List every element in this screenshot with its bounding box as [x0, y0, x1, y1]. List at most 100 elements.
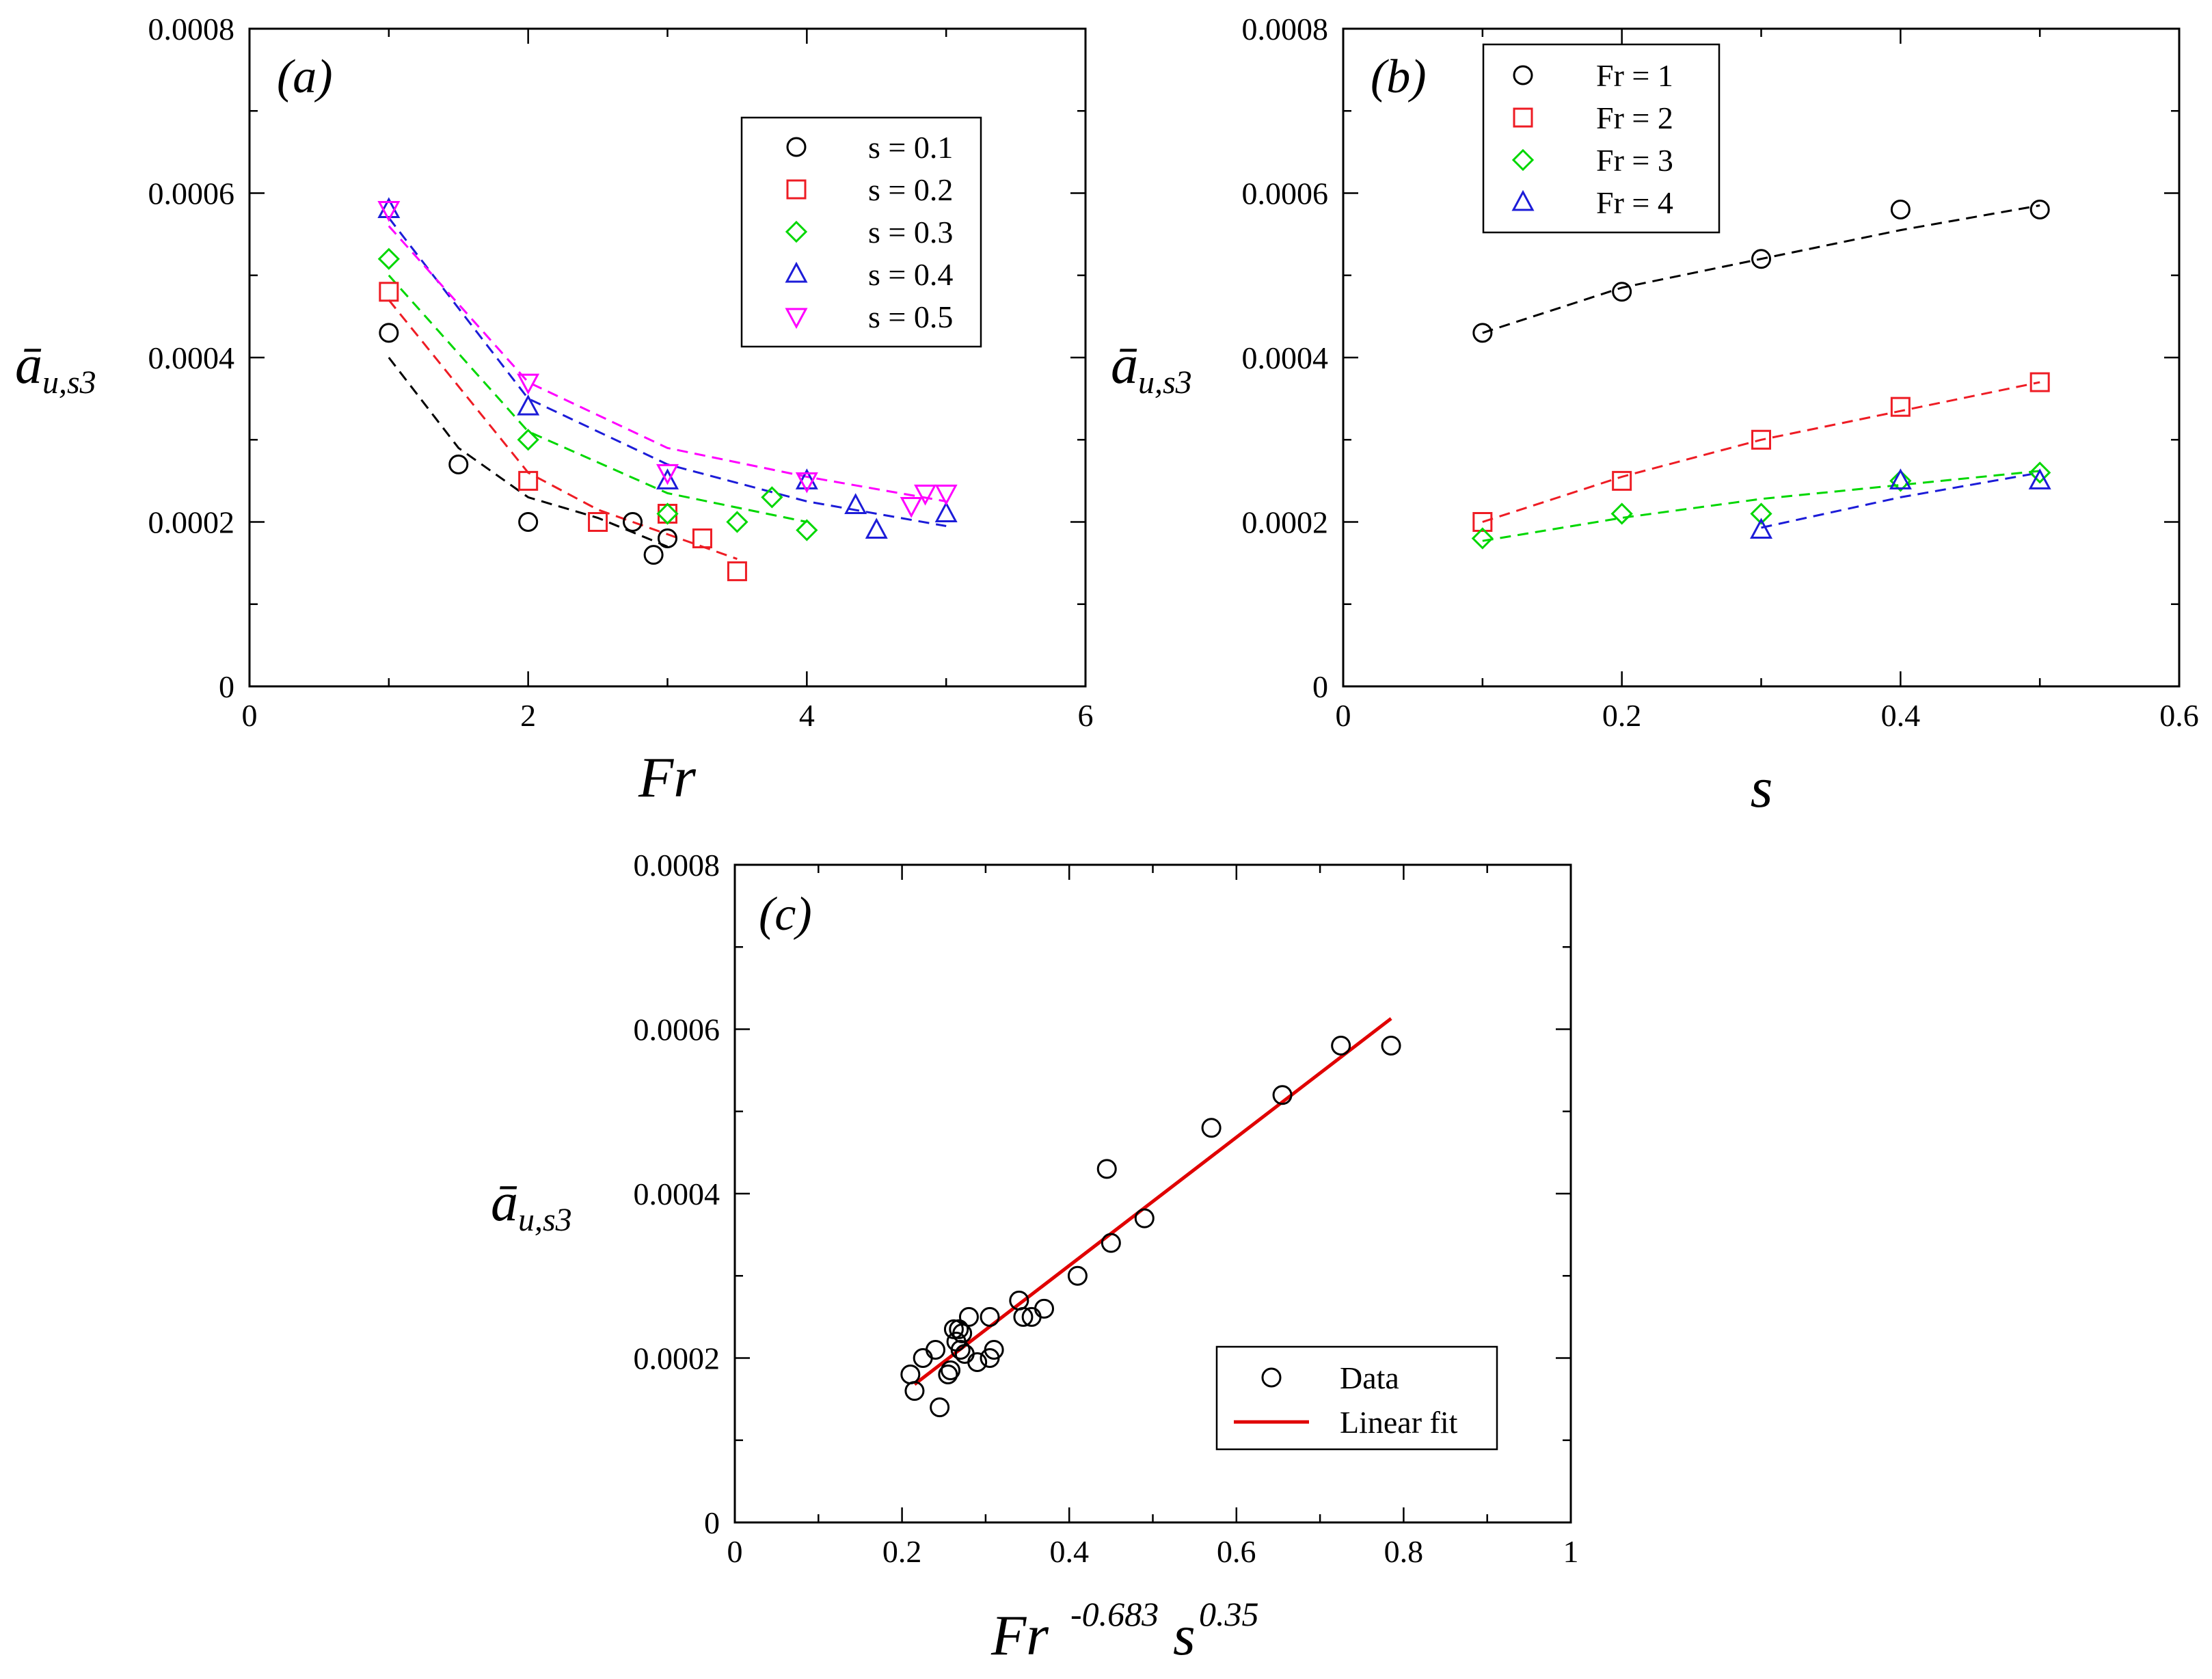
legend-b: Fr = 1 Fr = 2 Fr = 3 Fr = 4	[1482, 43, 1721, 234]
ticks-a: 0 2 4 6 0 0.0002 0.0004 0.0006 0.0008	[148, 12, 1094, 733]
data-point-s-0-5	[656, 464, 679, 485]
data-point-s-0-4	[795, 468, 818, 489]
fit-line-s-0-1	[388, 357, 669, 548]
data-point-fr-1	[1472, 323, 1493, 343]
data-point-fr-2	[1890, 397, 1911, 417]
y-axis-label-sub-b: u,s3	[1138, 364, 1192, 401]
y-axis-label-sub-c: u,s3	[518, 1202, 572, 1238]
data-point-data	[958, 1306, 979, 1327]
legend-marker	[786, 179, 807, 200]
data-point-data	[949, 1319, 969, 1339]
legend-marker	[1511, 148, 1535, 172]
y-axis-label-a: ā u,s3	[15, 335, 96, 401]
legend-box-a	[740, 116, 982, 348]
data-point-s-0-1	[623, 512, 643, 532]
data-point-s-0-4	[844, 493, 867, 514]
y-tick-label: 0.0004	[148, 340, 235, 375]
legend-c: Data Linear fit	[1215, 1345, 1498, 1451]
panel-label-a: (a)	[277, 51, 333, 103]
legend-label: s = 0.2	[868, 172, 953, 207]
data-point-s-0-5	[914, 484, 937, 506]
ticks-c: 0 0.2 0.4 0.6 0.8 1 0 0.0002 0.0004 0.0006 0.0008	[634, 848, 1579, 1569]
fit-lines-c	[913, 1017, 1392, 1386]
data-point-s-0-4	[517, 394, 540, 416]
x-tick-label: 0.8	[1384, 1534, 1424, 1569]
data-point-data	[1272, 1085, 1293, 1105]
data-point-s-0-1	[448, 454, 469, 474]
data-markers-a	[377, 197, 958, 582]
data-point-fr-1	[2029, 200, 2050, 220]
fit-line-fr-4	[1761, 471, 2040, 529]
y-tick-label: 0	[704, 1505, 720, 1540]
data-point-s-0-4	[377, 197, 401, 219]
data-point-data	[1201, 1118, 1222, 1138]
x-axis-label-c-s: s	[1173, 1604, 1196, 1667]
data-markers-b	[1471, 200, 2051, 550]
y-tick-label: 0.0006	[148, 176, 235, 211]
data-point-s-0-4	[934, 501, 958, 522]
legend-entries-b: Fr = 1 Fr = 2 Fr = 3 Fr = 4	[1511, 58, 1673, 220]
data-point-fr-3	[1471, 527, 1494, 550]
ticks-b: 0 0.2 0.4 0.6 0 0.0002 0.0004 0.0006 0.0008	[1242, 12, 2199, 733]
legend-label: Data	[1340, 1360, 1399, 1395]
data-point-fr-4	[1749, 518, 1773, 539]
legend-label: s = 0.4	[868, 257, 953, 292]
y-tick-label: 0.0002	[634, 1341, 720, 1376]
x-tick-label: 0	[1336, 698, 1351, 733]
data-point-data	[967, 1352, 988, 1373]
y-tick-label: 0.0002	[1242, 505, 1329, 540]
fit-line-fr-1	[1482, 204, 2040, 334]
x-tick-label: 0.6	[1217, 1534, 1256, 1569]
legend-label: Fr = 1	[1596, 58, 1673, 93]
data-point-s-0-1	[379, 323, 399, 343]
data-point-data	[1034, 1298, 1055, 1319]
x-tick-label: 6	[1078, 698, 1094, 733]
y-axis-label-b: ā u,s3	[1111, 335, 1192, 401]
data-point-s-0-5	[377, 201, 401, 222]
y-tick-label: 0	[219, 669, 234, 704]
legend-label: Fr = 4	[1596, 185, 1673, 220]
x-tick-label: 0	[242, 698, 258, 733]
data-point-fr-3	[1750, 502, 1772, 525]
legend-marker	[786, 137, 807, 157]
data-point-data	[930, 1397, 950, 1418]
x-tick-label: 1	[1563, 1534, 1579, 1569]
data-point-s-0-1	[518, 512, 539, 532]
panel-label-c: (c)	[759, 888, 812, 941]
legend-box-c	[1215, 1345, 1498, 1451]
data-point-s-0-3	[726, 511, 748, 533]
data-point-fr-2	[2029, 372, 2050, 392]
data-point-s-0-1	[643, 545, 664, 565]
data-point-fr-4	[1889, 468, 1912, 489]
legend-entries-a: s = 0.1 s = 0.2 s = 0.3 s = 0.4 s = 0.5	[785, 130, 953, 334]
data-point-fr-4	[2028, 468, 2051, 489]
data-point-data	[1101, 1233, 1121, 1253]
legend-marker	[1261, 1367, 1282, 1388]
fit-line-s-0-2	[388, 299, 738, 561]
plot-frame-b	[1342, 27, 2181, 688]
data-point-s-0-3	[761, 486, 783, 509]
legend-entries-c: Data Linear fit	[1234, 1360, 1458, 1440]
x-tick-label: 0	[727, 1534, 743, 1569]
data-point-data	[984, 1339, 1004, 1360]
data-point-fr-2	[1751, 429, 1771, 450]
data-point-s-0-5	[934, 484, 958, 506]
x-axis-label-a: Fr	[638, 746, 696, 809]
data-point-data	[913, 1348, 933, 1368]
x-tick-label: 0.4	[1881, 698, 1921, 733]
legend-label: Linear fit	[1340, 1405, 1458, 1440]
y-axis-label-main-b: ā	[1111, 335, 1138, 395]
data-point-s-0-1	[658, 528, 677, 549]
data-point-fr-3	[1889, 470, 1912, 492]
panel-c: 0 0.2 0.4 0.6 0.8 100.00020.00040.00060.0008 …	[491, 848, 1579, 1667]
legend-box-b	[1482, 43, 1721, 234]
x-axis-label-c-fr: Fr	[990, 1604, 1049, 1667]
x-axis-label-c: Fr -0.683 s 0.35	[990, 1595, 1259, 1667]
linear-fit-line	[913, 1017, 1392, 1386]
x-axis-label-b: s	[1751, 756, 1773, 820]
y-tick-label: 0.0006	[634, 1012, 720, 1047]
data-point-s-0-2	[518, 470, 539, 491]
legend-label: Fr = 2	[1596, 100, 1673, 135]
data-point-data	[1013, 1306, 1034, 1327]
data-point-data	[1096, 1159, 1117, 1179]
